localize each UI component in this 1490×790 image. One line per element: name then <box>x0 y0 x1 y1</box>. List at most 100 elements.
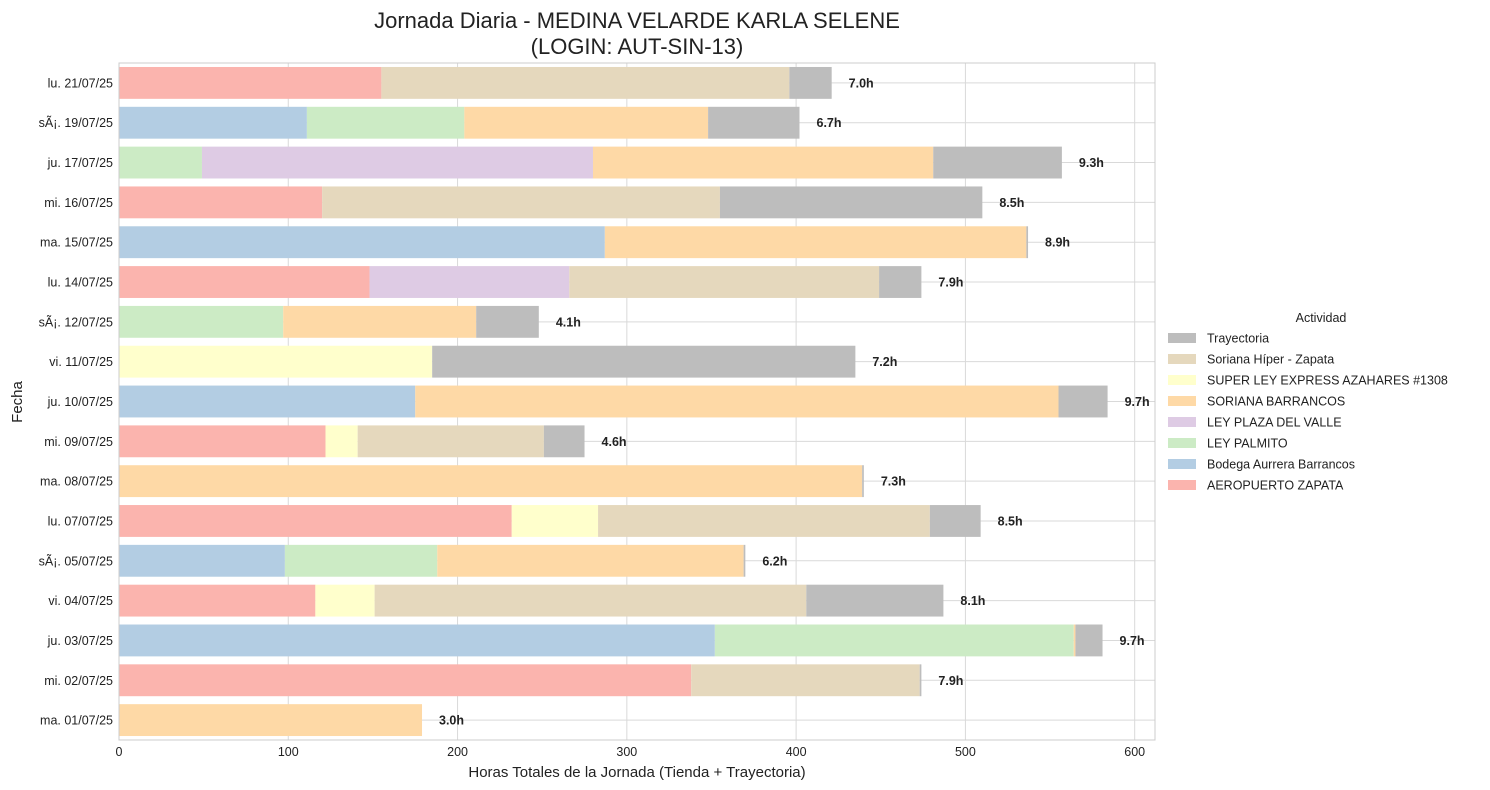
bar-segment <box>201 146 593 179</box>
bar-segment <box>357 425 544 458</box>
bar-segment <box>119 266 370 298</box>
bar-segment <box>119 505 512 537</box>
bar-segment <box>598 505 930 537</box>
y-tick-label: sÃ¡. 19/07/25 <box>39 116 113 130</box>
legend-swatch <box>1168 417 1196 427</box>
bar-segment <box>381 66 790 99</box>
bar-segment <box>806 584 944 617</box>
bar-segment <box>119 664 692 697</box>
y-tick-label: vi. 11/07/25 <box>49 355 113 369</box>
legend-title: Actividad <box>1296 311 1347 325</box>
total-labels: 7.0h 6.7h 9.3h 8.5h 8.9h 7.9h 4.1h 7.2h 9.7h 4.6h… <box>439 76 1150 727</box>
axis-ticks: 0 100 200 300 400 500 600 lu. 21/07/25 sÃ¡. 19/0… <box>39 76 1146 759</box>
bar-segment <box>119 465 863 498</box>
total-label: 9.7h <box>1125 395 1150 409</box>
bar-segment <box>604 226 1027 259</box>
bar-segment <box>719 186 983 219</box>
bar-segment <box>119 425 326 458</box>
y-tick-label: lu. 14/07/25 <box>48 276 113 290</box>
x-axis-label: Horas Totales de la Jornada (Tienda + Tr… <box>468 764 805 781</box>
bar-segment <box>933 146 1062 179</box>
total-label: 8.5h <box>999 196 1024 210</box>
bar-segment <box>1058 385 1108 418</box>
bar-segment <box>119 305 284 338</box>
bar-segment <box>325 425 358 458</box>
bar-segment <box>119 106 307 139</box>
bar-segment <box>374 584 807 617</box>
bar-segment <box>119 146 202 179</box>
bar-segment <box>511 505 599 537</box>
total-label: 4.6h <box>602 435 627 449</box>
x-tick-label: 400 <box>786 745 807 759</box>
bar-segment <box>691 664 920 697</box>
legend-swatch <box>1168 438 1196 448</box>
legend-swatch <box>1168 333 1196 343</box>
bar-segment <box>1073 624 1076 657</box>
total-label: 8.9h <box>1045 236 1070 250</box>
bar-segment <box>464 106 709 139</box>
y-tick-label: mi. 02/07/25 <box>44 674 113 688</box>
bar-segment <box>315 584 375 617</box>
bar-segment <box>543 425 585 458</box>
bars <box>119 66 1108 737</box>
y-tick-label: sÃ¡. 05/07/25 <box>39 554 113 568</box>
bar-segment <box>119 385 416 418</box>
y-tick-label: lu. 21/07/25 <box>48 76 113 90</box>
bar-segment <box>569 266 880 298</box>
legend-swatch <box>1168 375 1196 385</box>
legend-swatch <box>1168 354 1196 364</box>
bar-segment <box>415 385 1059 418</box>
bar-segment <box>1026 226 1029 259</box>
y-tick-label: lu. 07/07/25 <box>48 514 113 528</box>
y-tick-label: mi. 09/07/25 <box>44 435 113 449</box>
legend-entry-label: AEROPUERTO ZAPATA <box>1207 479 1344 493</box>
y-axis-label: Fecha <box>9 381 26 423</box>
chart-title-line1: Jornada Diaria - MEDINA VELARDE KARLA SE… <box>374 8 900 33</box>
legend-entry-label: Trayectoria <box>1207 332 1269 346</box>
legend-entry-label: Soriana Híper - Zapata <box>1207 353 1334 367</box>
y-tick-label: mi. 16/07/25 <box>44 196 113 210</box>
bar-segment <box>708 106 800 139</box>
bar-segment <box>714 624 1074 657</box>
legend-entry-label: SUPER LEY EXPRESS AZAHARES #1308 <box>1207 374 1448 388</box>
total-label: 9.3h <box>1079 156 1104 170</box>
chart-title-line2: (LOGIN: AUT-SIN-13) <box>531 34 744 59</box>
total-label: 3.0h <box>439 714 464 728</box>
y-tick-label: vi. 04/07/25 <box>48 594 113 608</box>
total-label: 8.5h <box>998 514 1023 528</box>
y-tick-label: ju. 17/07/25 <box>47 156 113 170</box>
total-label: 4.1h <box>556 315 581 329</box>
x-tick-label: 500 <box>955 745 976 759</box>
bar-segment <box>1075 624 1103 657</box>
bar-segment <box>919 664 922 697</box>
y-tick-label: sÃ¡. 12/07/25 <box>39 315 113 329</box>
bar-segment <box>369 266 570 298</box>
bar-segment <box>862 465 864 498</box>
bar-segment <box>306 106 465 139</box>
x-tick-label: 0 <box>116 745 123 759</box>
total-label: 7.9h <box>938 674 963 688</box>
bar-segment <box>879 266 922 298</box>
legend-swatch <box>1168 480 1196 490</box>
total-label: 7.0h <box>849 76 874 90</box>
bar-segment <box>119 345 433 378</box>
bar-segment <box>322 186 720 219</box>
x-tick-label: 300 <box>616 745 637 759</box>
bar-segment <box>119 584 316 617</box>
x-tick-label: 100 <box>278 745 299 759</box>
legend-swatch <box>1168 459 1196 469</box>
total-label: 7.3h <box>881 475 906 489</box>
bar-segment <box>743 544 746 577</box>
bar-segment <box>119 704 423 737</box>
bar-segment <box>283 305 477 338</box>
plot-frame <box>118 62 1156 741</box>
bar-segment <box>592 146 934 179</box>
bar-segment <box>119 66 382 99</box>
y-tick-label: ju. 10/07/25 <box>47 395 113 409</box>
bar-segment <box>119 226 605 259</box>
total-label: 6.2h <box>762 554 787 568</box>
bar-segment <box>476 305 539 338</box>
x-tick-label: 600 <box>1124 745 1145 759</box>
legend-entry-label: SORIANA BARRANCOS <box>1207 395 1345 409</box>
